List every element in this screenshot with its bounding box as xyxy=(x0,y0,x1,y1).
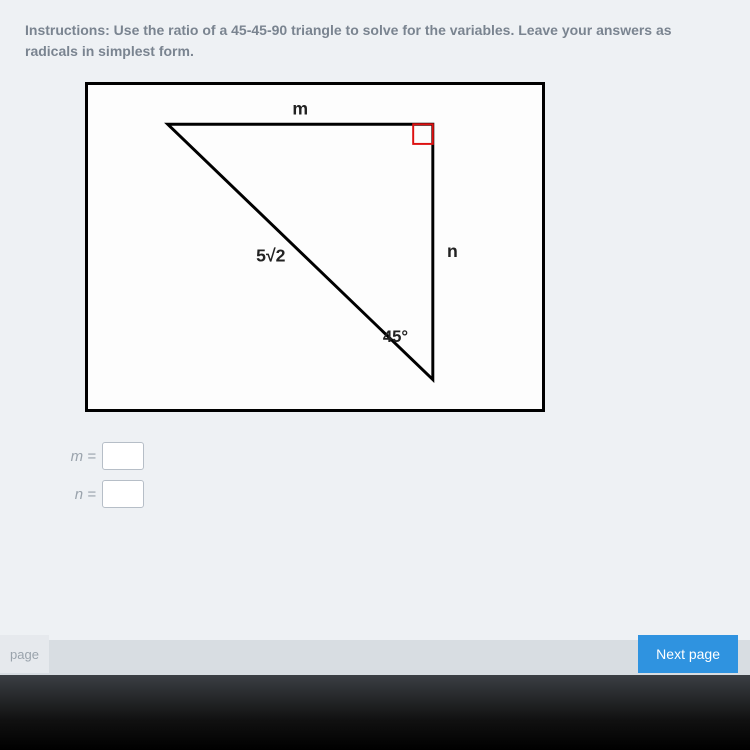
answer-input-n[interactable] xyxy=(102,480,144,508)
answer-row-m: m = xyxy=(60,442,725,470)
instructions-text: Instructions: Use the ratio of a 45-45-9… xyxy=(25,20,725,62)
instructions-lead: Instructions: xyxy=(25,22,110,38)
answer-row-n: n = xyxy=(60,480,725,508)
figure-container: m 5√2 n 45° xyxy=(85,82,545,412)
triangle-figure: m 5√2 n 45° xyxy=(88,85,542,409)
label-n: n xyxy=(447,241,458,261)
next-page-button[interactable]: Next page xyxy=(638,635,738,673)
answer-input-m[interactable] xyxy=(102,442,144,470)
nav-footer: page Next page xyxy=(0,633,750,675)
desktop-taskbar xyxy=(0,675,750,750)
question-page: Instructions: Use the ratio of a 45-45-9… xyxy=(0,0,750,640)
label-m: m xyxy=(292,98,308,118)
label-angle: 45° xyxy=(383,327,408,346)
answer-section: m = n = xyxy=(60,442,725,508)
prev-page-button[interactable]: page xyxy=(0,635,49,673)
right-angle-marker xyxy=(413,124,433,144)
label-hypotenuse: 5√2 xyxy=(256,246,286,266)
answer-label-n: n = xyxy=(60,486,96,503)
instructions-body: Use the ratio of a 45-45-90 triangle to … xyxy=(25,22,672,59)
answer-label-m: m = xyxy=(60,448,96,465)
